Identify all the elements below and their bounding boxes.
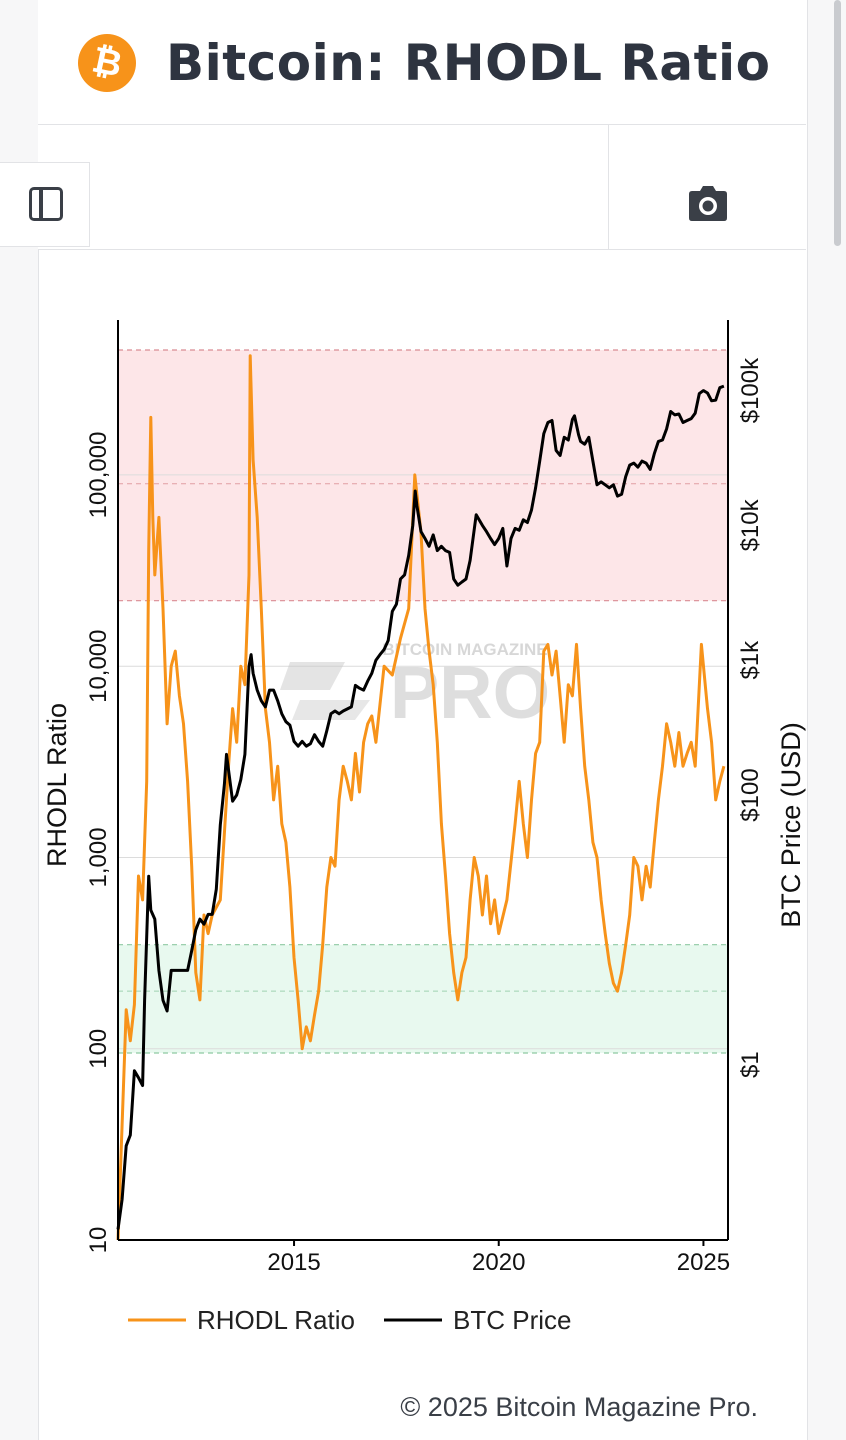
screenshot-button[interactable] [688,185,728,223]
y-right-tick-label: $10k [737,498,764,551]
btc-price-line [116,384,725,1230]
watermark-big-text: PRO [390,651,550,734]
zone-low [118,944,728,1053]
x-tick-label: 2025 [677,1249,730,1276]
y-left-tick-label: 100,000 [85,432,112,519]
chart-area: BITCOIN MAGAZINE PRO 10 100 1,000 10,000 100… [0,250,846,1440]
camera-icon [689,186,727,221]
y-left-tick-label: 1,000 [85,827,112,887]
y-right-tick-label: $1 [737,1051,764,1078]
toolbar-divider [608,125,609,249]
chart-header: ₿ Bitcoin: RHODL Ratio [38,0,806,125]
footer-copyright: © 2025 Bitcoin Magazine Pro. [400,1392,758,1422]
watermark-logo-mark [280,662,345,690]
y-right-axis-title: BTC Price (USD) [776,722,806,928]
bitcoin-logo-icon: ₿ [72,28,142,98]
y-left-tick-label: 10 [85,1227,112,1254]
y-right-tick-label: $1k [737,640,764,680]
y-right-tick-label: $100k [737,357,764,423]
y-left-axis-title: RHODL Ratio [42,703,72,867]
y-left-tick-label: 10,000 [85,629,112,702]
legend-btc-label: BTC Price [453,1305,571,1335]
rhodl-chart: BITCOIN MAGAZINE PRO 10 100 1,000 10,000 100… [42,320,806,1335]
legend-rhodl-label: RHODL Ratio [197,1305,355,1335]
page-title: Bitcoin: RHODL Ratio [166,34,771,92]
y-right-tick-label: $100 [737,768,764,821]
sidebar-toggle-icon [29,187,63,221]
page-scrollbar[interactable] [834,0,841,246]
rhodl-ratio-line [116,354,726,1241]
x-tick-label: 2020 [472,1249,525,1276]
x-tick-label: 2015 [267,1249,320,1276]
chart-toolbar [38,125,806,250]
watermark-small-text: BITCOIN MAGAZINE [382,640,547,659]
sidebar-toggle-button[interactable] [0,162,90,247]
watermark: BITCOIN MAGAZINE PRO [280,640,550,734]
y-left-tick-label: 100 [85,1029,112,1069]
